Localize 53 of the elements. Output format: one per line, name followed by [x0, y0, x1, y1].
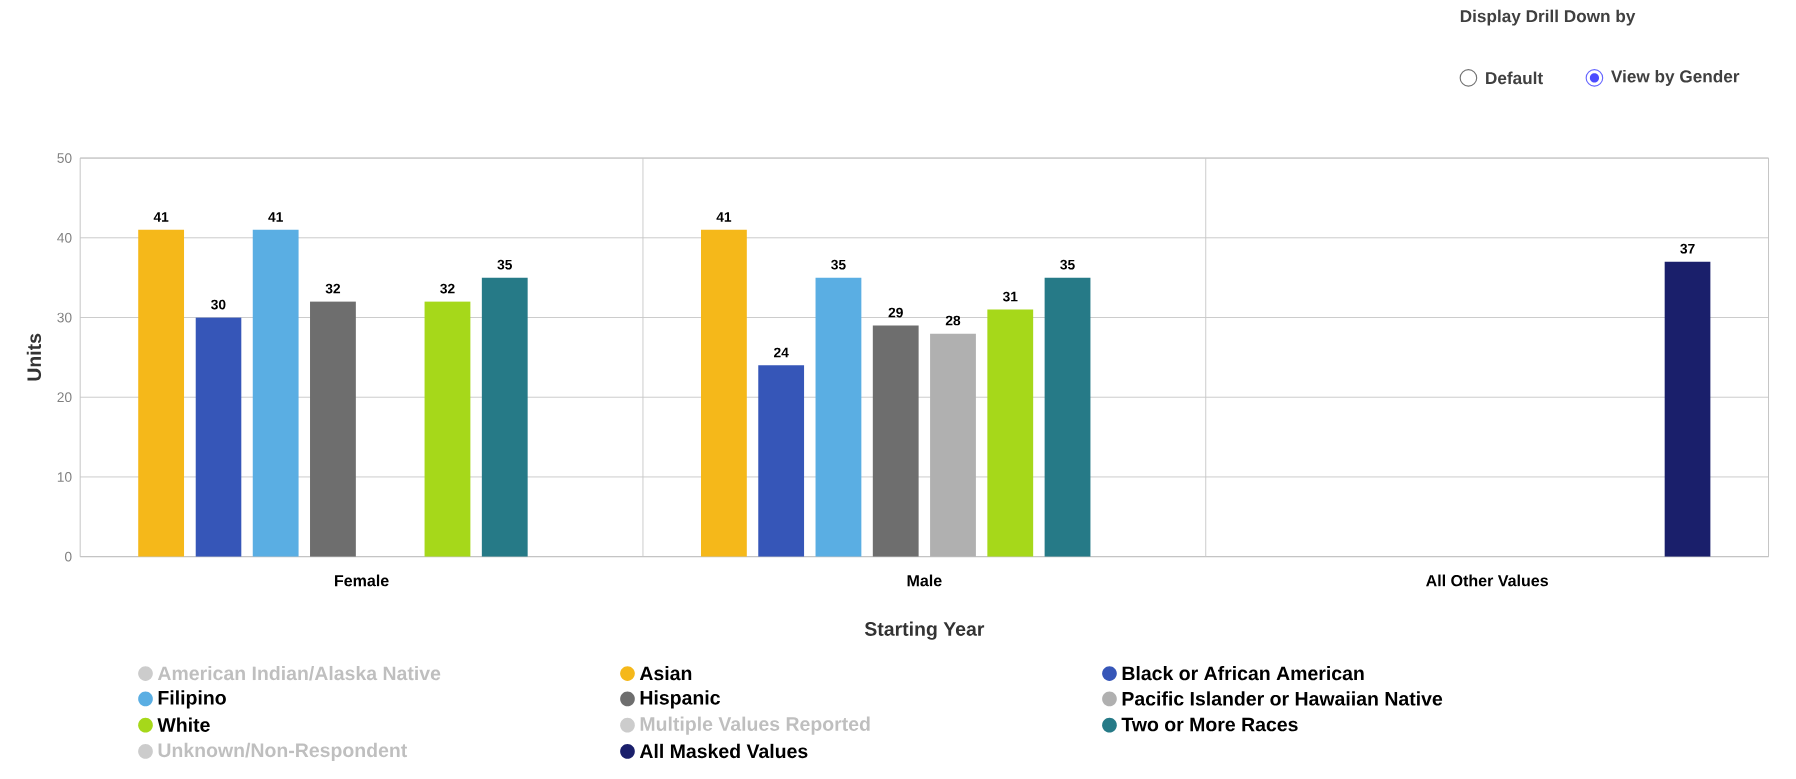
- legend-label: Unknown/Non-Respondent: [158, 742, 408, 762]
- y-tick-label: 20: [57, 392, 72, 403]
- legend-label: Two or More Races: [1121, 717, 1298, 732]
- data-label: 41: [268, 212, 283, 222]
- data-label: 30: [211, 299, 226, 310]
- bar: [424, 301, 471, 557]
- bar: [481, 277, 528, 557]
- bar: [701, 229, 747, 557]
- legend-label: All Masked Values: [639, 743, 808, 759]
- x-tick-label: Male: [907, 574, 942, 587]
- legend-label: Black or African American: [1122, 666, 1364, 681]
- data-label: 37: [1680, 243, 1695, 254]
- data-label: 32: [325, 283, 341, 294]
- text: Default: [1486, 71, 1543, 85]
- data-label: 35: [831, 259, 846, 270]
- bar: [758, 365, 805, 557]
- x-axis-title: Starting Year: [864, 621, 985, 640]
- data-label: 28: [945, 315, 961, 326]
- bar: [138, 229, 185, 557]
- data-label: 41: [153, 212, 169, 222]
- data-label: 24: [774, 347, 789, 358]
- y-tick-label: 40: [57, 232, 72, 243]
- bar: [195, 317, 242, 557]
- data-label: 41: [716, 212, 732, 222]
- y-tick-label: 10: [57, 472, 72, 482]
- bar: [872, 325, 919, 557]
- bar: [310, 301, 356, 557]
- x-tick-label: All Other Values: [1426, 574, 1548, 587]
- data-label: 31: [1002, 291, 1018, 302]
- y-tick-label: 0: [64, 551, 72, 562]
- legend-label: White: [157, 717, 210, 732]
- bar: [1664, 261, 1711, 557]
- bar: [815, 277, 862, 557]
- legend-label: Asian: [639, 666, 692, 681]
- text: View by Gender: [1611, 69, 1740, 86]
- bar: [987, 309, 1034, 557]
- x-tick-label: Female: [335, 574, 389, 587]
- y-axis-title: Units: [26, 333, 42, 381]
- legend-label: Pacific Islander or Hawaiian Native: [1122, 691, 1443, 706]
- data-label: 32: [440, 283, 455, 294]
- data-label: 29: [888, 307, 903, 318]
- data-label: 35: [1060, 259, 1075, 270]
- text: Display Drill Down by: [1460, 9, 1636, 26]
- legend-label: Hispanic: [640, 690, 720, 709]
- legend-label: American Indian/Alaska Native: [157, 665, 441, 681]
- y-tick-label: 50: [57, 153, 72, 164]
- data-label: 35: [497, 259, 513, 270]
- bar: [1044, 277, 1091, 557]
- y-tick-label: 30: [57, 312, 72, 323]
- legend-label: Filipino: [158, 690, 226, 709]
- bar: [252, 229, 299, 557]
- legend-label: Multiple Values Reported: [640, 716, 870, 735]
- bar: [930, 333, 976, 557]
